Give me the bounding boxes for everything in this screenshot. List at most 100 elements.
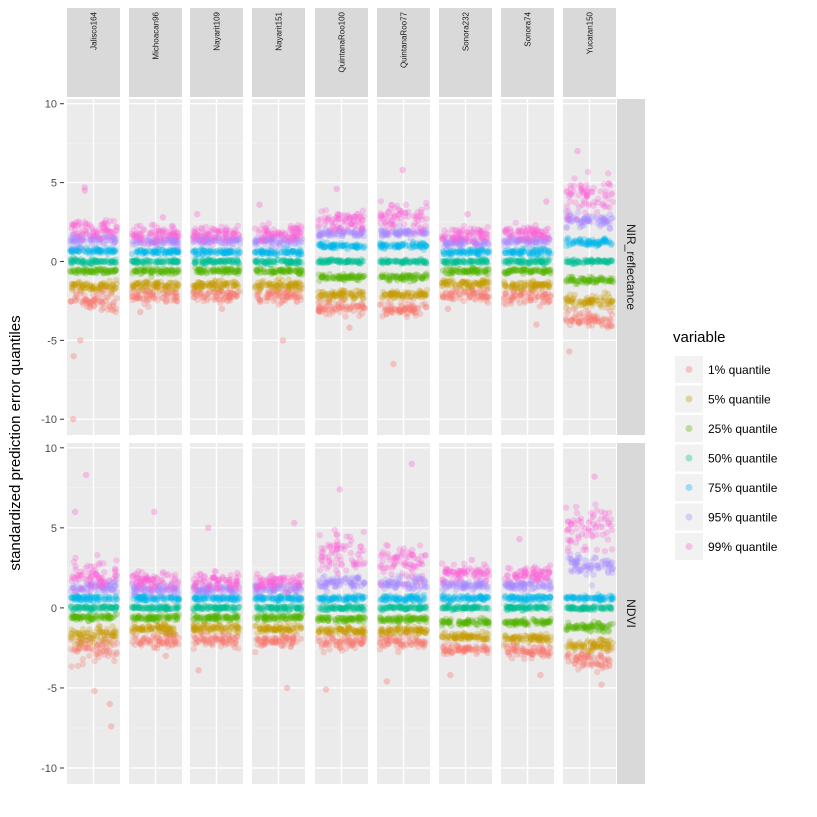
point (418, 274, 425, 281)
point (86, 284, 93, 291)
point (103, 645, 110, 652)
point (531, 236, 538, 243)
point (135, 237, 142, 244)
y-axis-title: standardized prediction error quantiles (7, 315, 24, 570)
point (81, 281, 88, 289)
point (86, 268, 93, 276)
point (81, 269, 88, 276)
point (91, 248, 98, 255)
point (444, 270, 451, 277)
point (103, 244, 110, 252)
point (82, 265, 89, 272)
point (110, 233, 117, 241)
point (462, 235, 470, 242)
point (171, 247, 178, 254)
point (140, 240, 147, 247)
point (331, 226, 338, 233)
point (354, 272, 361, 280)
point (160, 268, 168, 275)
point (134, 259, 142, 266)
point (74, 234, 81, 242)
point (75, 229, 83, 236)
point (604, 324, 611, 331)
point (133, 223, 141, 230)
point (110, 248, 117, 255)
point (94, 294, 101, 301)
point (275, 301, 282, 308)
point (135, 292, 143, 299)
point (153, 284, 160, 291)
point (91, 297, 98, 304)
point (146, 280, 153, 287)
point (532, 221, 539, 229)
point (69, 231, 77, 238)
point (282, 283, 289, 291)
point (154, 257, 161, 264)
point (134, 248, 141, 255)
point (204, 258, 212, 265)
point (166, 231, 174, 238)
point (150, 239, 157, 246)
point (131, 258, 139, 265)
point (98, 283, 105, 291)
point (595, 238, 603, 246)
point (107, 228, 114, 235)
point (170, 246, 178, 254)
point (162, 291, 170, 298)
point (144, 241, 152, 248)
point (170, 239, 177, 246)
point (170, 258, 177, 265)
point (112, 236, 119, 243)
outlier-point (543, 198, 550, 205)
point (89, 233, 97, 240)
point (165, 267, 172, 274)
point (165, 281, 172, 289)
point (156, 287, 163, 294)
point (112, 629, 120, 637)
column-strip-label: QuintanaRoo77 (400, 11, 409, 68)
point (92, 235, 100, 242)
point (134, 238, 141, 245)
point (158, 286, 165, 293)
point (110, 217, 118, 225)
point (84, 259, 92, 267)
point (151, 295, 158, 302)
point (133, 258, 140, 266)
point (170, 229, 177, 237)
point (166, 279, 173, 287)
point (162, 236, 169, 243)
point (132, 259, 139, 266)
point (587, 316, 594, 323)
point (169, 279, 176, 287)
point (96, 236, 103, 244)
point (141, 249, 148, 256)
point (94, 233, 101, 240)
point (131, 257, 139, 265)
point (147, 267, 155, 274)
point (159, 267, 167, 274)
point (88, 223, 95, 231)
point (105, 237, 113, 244)
point (140, 250, 147, 257)
point (147, 248, 154, 255)
point (90, 303, 97, 310)
point (174, 257, 181, 265)
point (101, 233, 108, 241)
point (144, 265, 152, 273)
point (342, 313, 349, 320)
point (155, 240, 162, 248)
point (106, 247, 113, 254)
point (152, 237, 159, 244)
point (580, 256, 588, 264)
point (327, 293, 334, 300)
point (151, 279, 159, 286)
point (137, 246, 144, 253)
point (510, 267, 517, 274)
point (80, 267, 88, 275)
point (174, 239, 182, 247)
point (231, 293, 239, 301)
point (174, 248, 182, 256)
point (101, 281, 108, 289)
point (96, 260, 104, 267)
point (585, 202, 592, 209)
